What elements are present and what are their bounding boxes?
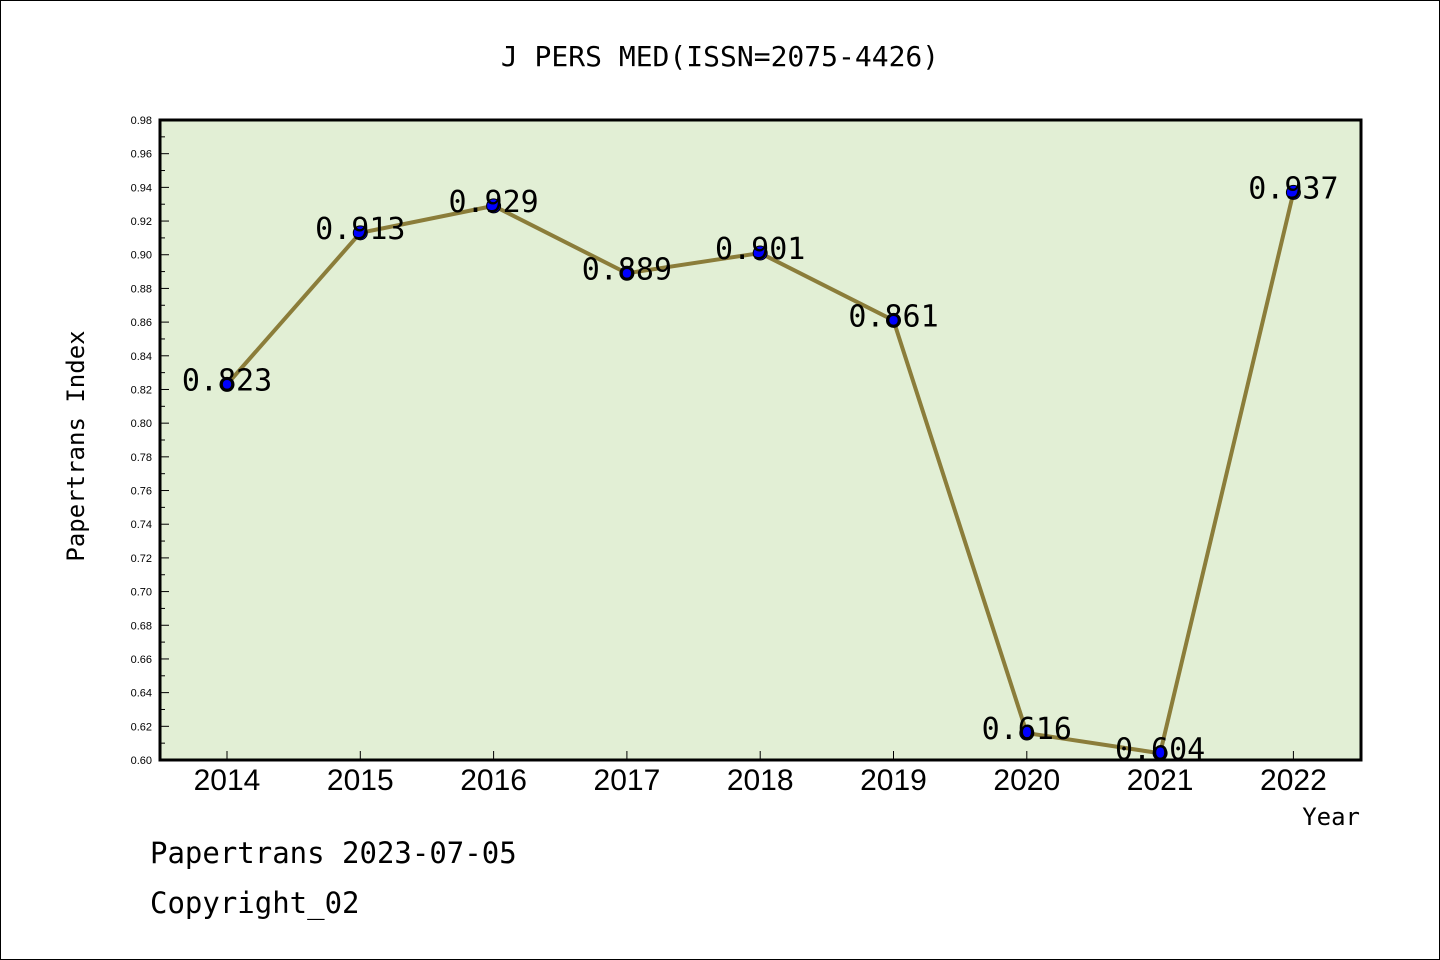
footer-copyright: Copyright_02 [150,886,360,920]
y-tick-label: 0.84 [131,351,152,363]
x-tick-label: 2020 [993,764,1060,797]
x-axis-label: Year [1302,803,1360,831]
data-label: 0.604 [1115,732,1205,767]
y-tick-label: 0.88 [131,283,152,295]
y-tick-label: 0.80 [131,418,152,430]
y-tick-label: 0.78 [131,452,152,464]
data-label: 0.901 [715,232,805,267]
data-point [886,312,901,328]
data-point [486,198,502,214]
x-tick-label: 2015 [327,764,394,797]
x-tick-label: 2022 [1260,764,1327,797]
data-point [1019,725,1035,741]
x-axis: 2014 2015 2016 2017 2018 2019 2020 2021 2022 [194,751,1327,797]
x-tick-label: 2018 [727,764,794,797]
y-axis: 0.60 0.62 0.64 0.66 0.68 0.70 0.72 0.74 0.76 0.78… [131,115,169,767]
data-point [619,265,635,281]
y-tick-label: 0.94 [131,182,152,194]
y-tick-label: 0.96 [131,149,152,161]
data-label: 0.913 [315,212,405,247]
data-point [219,376,235,392]
data-point [752,245,768,261]
data-label: 0.616 [982,712,1072,747]
data-label: 0.861 [848,299,938,334]
y-tick-label: 0.60 [131,755,152,767]
y-tick-label: 0.72 [131,553,152,565]
plot-border [158,118,1363,762]
x-tick-label: 2021 [1127,764,1194,797]
y-tick-label: 0.98 [131,115,152,127]
x-tick-label: 2017 [594,764,661,797]
y-tick-label: 0.92 [131,216,152,228]
y-tick-label: 0.90 [131,250,152,262]
data-label: 0.823 [182,363,272,398]
x-tick-label: 2014 [194,764,261,797]
y-tick-label: 0.70 [131,587,152,599]
data-label: 0.889 [582,252,672,287]
data-point [1285,184,1301,200]
y-tick-label: 0.76 [131,486,152,498]
footer-date: Papertrans 2023-07-05 [150,836,517,870]
y-tick-label: 0.68 [131,620,152,632]
y-tick-label: 0.66 [131,654,152,666]
y-tick-label: 0.62 [131,721,152,733]
y-tick-label: 0.64 [131,688,152,700]
data-point [352,225,368,241]
y-tick-label: 0.82 [131,384,152,396]
x-tick-label: 2019 [860,764,927,797]
data-labels: 0.823 0.913 0.929 0.889 0.901 0.861 0.616 0.604… [182,171,1339,767]
chart-title: J PERS MED(ISSN=2075-4426) [501,40,939,73]
y-axis-label: Papertrans Index [62,330,90,561]
data-label: 0.937 [1248,171,1338,206]
series-points [219,184,1301,761]
y-tick-label: 0.74 [131,519,152,531]
x-tick-label: 2016 [460,764,527,797]
data-label: 0.929 [448,185,538,220]
y-tick-label: 0.86 [131,317,152,329]
